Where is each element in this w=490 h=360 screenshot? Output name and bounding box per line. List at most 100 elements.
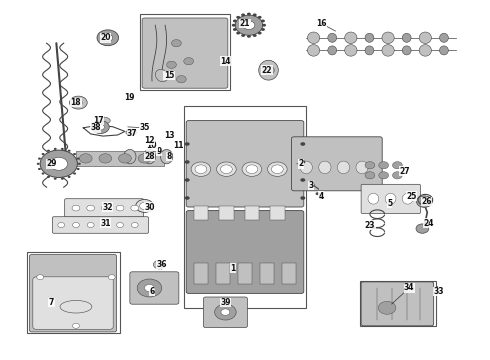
Circle shape [379,162,389,169]
Circle shape [68,176,71,178]
Circle shape [138,154,151,163]
Circle shape [215,304,236,320]
Ellipse shape [402,33,411,42]
Text: 2: 2 [299,159,304,168]
Circle shape [258,32,262,35]
Circle shape [73,323,79,328]
Circle shape [38,158,41,160]
Circle shape [241,13,245,16]
Circle shape [311,183,315,186]
Circle shape [421,199,428,204]
Text: 31: 31 [100,219,111,228]
Circle shape [76,168,79,170]
Text: 24: 24 [423,219,434,228]
FancyBboxPatch shape [140,14,230,90]
Ellipse shape [365,33,374,42]
Circle shape [119,154,131,163]
Circle shape [68,150,71,152]
Text: 30: 30 [144,202,155,212]
Circle shape [185,142,190,146]
Ellipse shape [259,60,278,80]
Ellipse shape [328,33,337,42]
Circle shape [365,172,375,179]
FancyBboxPatch shape [292,137,382,191]
Circle shape [47,176,50,178]
Circle shape [221,309,230,315]
Circle shape [99,154,112,163]
Circle shape [78,163,81,165]
Circle shape [236,16,240,19]
Circle shape [116,205,124,211]
Circle shape [184,58,194,65]
Ellipse shape [419,32,432,44]
FancyBboxPatch shape [245,206,259,220]
Circle shape [102,222,109,228]
Circle shape [73,153,76,155]
Circle shape [271,165,283,174]
Text: 36: 36 [156,260,167,269]
Text: 28: 28 [144,152,155,161]
FancyBboxPatch shape [238,263,252,284]
Circle shape [58,222,65,228]
Circle shape [247,13,251,15]
FancyBboxPatch shape [130,272,179,304]
Circle shape [253,13,257,16]
FancyBboxPatch shape [52,217,148,233]
Circle shape [243,21,255,30]
Ellipse shape [161,149,172,164]
Text: 34: 34 [404,284,415,292]
Text: 12: 12 [144,136,155,145]
Circle shape [241,34,245,37]
Circle shape [261,28,265,31]
Circle shape [145,284,154,292]
FancyBboxPatch shape [29,255,117,332]
Ellipse shape [308,32,319,44]
Circle shape [247,35,251,38]
Circle shape [235,15,263,35]
Circle shape [268,162,287,176]
Circle shape [117,222,123,228]
Ellipse shape [328,46,337,55]
Text: 8: 8 [167,152,172,161]
FancyBboxPatch shape [186,211,304,293]
Circle shape [185,178,190,182]
Circle shape [92,121,109,134]
Ellipse shape [419,45,432,56]
Circle shape [97,124,104,130]
Circle shape [50,157,68,170]
Text: 22: 22 [262,66,272,75]
Circle shape [103,34,113,41]
Text: 13: 13 [164,131,174,140]
Text: 16: 16 [316,19,326,28]
Circle shape [72,205,80,211]
FancyBboxPatch shape [194,206,208,220]
FancyBboxPatch shape [219,206,234,220]
Circle shape [233,28,237,31]
Text: 29: 29 [46,159,57,168]
Circle shape [300,178,305,182]
Text: 15: 15 [164,71,174,80]
Circle shape [300,160,305,164]
Circle shape [136,199,153,212]
Ellipse shape [345,45,357,56]
FancyBboxPatch shape [142,18,228,88]
Ellipse shape [368,193,379,204]
Circle shape [87,222,94,228]
Circle shape [416,224,429,233]
Circle shape [195,165,207,174]
Circle shape [300,142,305,146]
Circle shape [416,196,432,207]
Circle shape [47,150,50,152]
FancyBboxPatch shape [260,263,274,284]
Text: 11: 11 [173,141,184,150]
Circle shape [37,163,40,165]
Circle shape [242,162,262,176]
Text: 23: 23 [365,220,375,230]
Text: 19: 19 [124,93,135,102]
Ellipse shape [96,117,110,124]
Circle shape [140,202,149,210]
Circle shape [40,150,77,177]
Text: 20: 20 [100,33,111,42]
Text: 18: 18 [71,98,81,107]
Text: 39: 39 [220,298,231,307]
